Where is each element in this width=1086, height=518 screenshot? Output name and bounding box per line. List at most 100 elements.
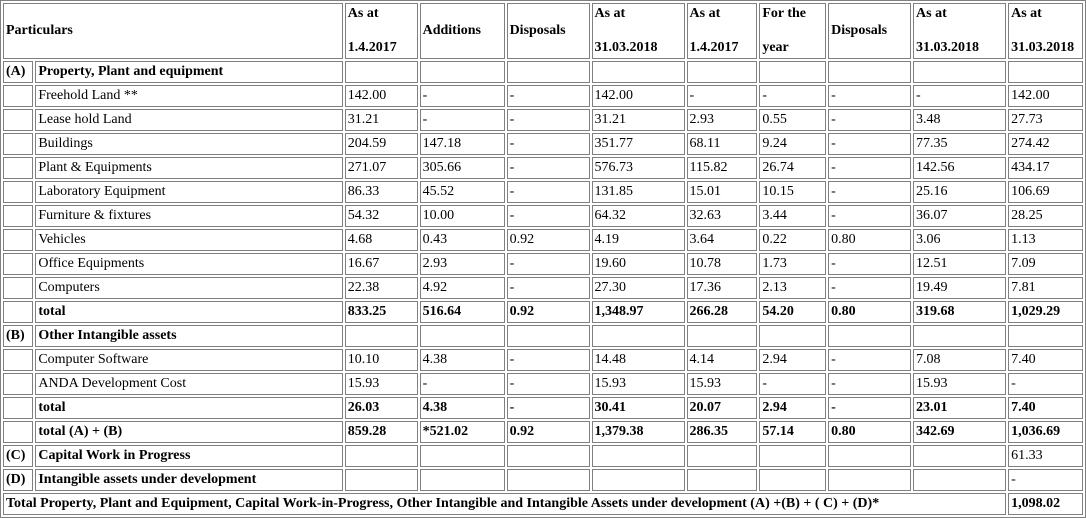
value-cell: 19.60 <box>591 253 685 275</box>
table-row: Laboratory Equipment 86.33 45.52-131.85 15.… <box>3 181 1083 203</box>
empty-cell <box>506 445 590 467</box>
empty-cell <box>828 61 912 83</box>
value-cell: 26.74 <box>759 157 827 179</box>
header-opening-gross: As at 1.4.2017 <box>344 3 418 59</box>
value-cell: 7.81 <box>1008 277 1083 299</box>
value-cell: - <box>759 373 827 395</box>
header-label: 31.03.2018 <box>594 40 658 55</box>
section-code: (C) <box>3 445 34 467</box>
value-cell: 131.85 <box>591 181 685 203</box>
value-cell: 0.80 <box>828 229 912 251</box>
value-cell: 0.55 <box>759 109 827 131</box>
total-ab-row: total (A) + (B) 859.28 *521.02 0.92 1,379.38… <box>3 421 1083 443</box>
value-cell: - <box>828 157 912 179</box>
value-cell: 0.22 <box>759 229 827 251</box>
value-cell: 516.64 <box>419 301 505 323</box>
value-cell: 27.30 <box>591 277 685 299</box>
value-cell: - <box>506 349 590 371</box>
value-cell: 10.15 <box>759 181 827 203</box>
header-label: 1.4.2017 <box>689 40 739 55</box>
value-cell: 4.19 <box>591 229 685 251</box>
value-cell: - <box>506 205 590 227</box>
row-label: ANDA Development Cost <box>35 373 343 395</box>
value-cell: - <box>506 85 590 107</box>
section-d-row: (D) Intangible assets under development - <box>3 469 1083 491</box>
value-cell: 142.56 <box>913 157 1007 179</box>
value-cell: 2.13 <box>759 277 827 299</box>
value-cell: 3.64 <box>686 229 758 251</box>
value-cell: 7.40 <box>1008 397 1083 419</box>
value-cell: 26.03 <box>344 397 418 419</box>
value-cell: 10.78 <box>686 253 758 275</box>
indent-cell <box>3 85 34 107</box>
header-label: Additions <box>422 23 481 38</box>
section-title: Property, Plant and equipment <box>35 61 343 83</box>
indent-cell <box>3 373 34 395</box>
section-code: (A) <box>3 61 34 83</box>
value-cell: 4.68 <box>344 229 418 251</box>
grand-total-value: 1,098.02 <box>1008 493 1083 515</box>
header-additions: Additions <box>419 3 505 59</box>
empty-cell <box>686 469 758 491</box>
value-cell: 1,036.69 <box>1008 421 1083 443</box>
empty-cell <box>759 61 827 83</box>
header-label: Disposals <box>509 23 566 38</box>
empty-cell <box>759 325 827 347</box>
value-cell: 0.80 <box>828 421 912 443</box>
value-cell: 0.80 <box>828 301 912 323</box>
value-cell: 54.32 <box>344 205 418 227</box>
value-cell: - <box>506 397 590 419</box>
value-cell: - <box>759 85 827 107</box>
empty-cell <box>591 445 685 467</box>
empty-cell <box>913 61 1007 83</box>
value-cell: 204.59 <box>344 133 418 155</box>
value-cell: 7.08 <box>913 349 1007 371</box>
value-cell: 20.07 <box>686 397 758 419</box>
header-particulars-label: Particulars <box>6 23 73 38</box>
value-cell: - <box>913 85 1007 107</box>
value-cell: 4.14 <box>686 349 758 371</box>
header-label: year <box>762 40 789 55</box>
header-label: 31.03.2018 <box>1011 40 1075 55</box>
grand-total-row: Total Property, Plant and Equipment, Cap… <box>3 493 1083 515</box>
value-cell: - <box>506 253 590 275</box>
empty-cell <box>506 325 590 347</box>
value-cell: 286.35 <box>686 421 758 443</box>
table-row: Lease hold Land 31.21- -31.21 2.93 0.55-3.48… <box>3 109 1083 131</box>
value-cell: - <box>828 181 912 203</box>
indent-cell <box>3 133 34 155</box>
row-label: Buildings <box>35 133 343 155</box>
value-cell: - <box>828 133 912 155</box>
empty-cell <box>506 469 590 491</box>
value-cell: 27.73 <box>1008 109 1083 131</box>
value-cell: 31.21 <box>591 109 685 131</box>
value-cell: 1.13 <box>1008 229 1083 251</box>
value-cell: 2.94 <box>759 349 827 371</box>
indent-cell <box>3 109 34 131</box>
indent-cell <box>3 253 34 275</box>
row-label: total <box>35 397 343 419</box>
value-cell: 434.17 <box>1008 157 1083 179</box>
value-cell: 17.36 <box>686 277 758 299</box>
value-cell: - <box>506 157 590 179</box>
value-cell: 4.38 <box>419 349 505 371</box>
header-net-block: As at 31.03.2018 <box>1008 3 1083 59</box>
value-cell: *521.02 <box>419 421 505 443</box>
header-label: As at <box>689 6 721 21</box>
value-cell: 142.00 <box>591 85 685 107</box>
table-row: Computers 22.38 4.92-27.30 17.36 2.13-19.49 7… <box>3 277 1083 299</box>
header-row: Particulars As at 1.4.2017 Additions Disp… <box>3 3 1083 59</box>
header-label: As at <box>594 6 626 21</box>
section-a-row: (A) Property, Plant and equipment <box>3 61 1083 83</box>
header-label: For the <box>762 6 807 21</box>
header-closing-depreciation: As at 31.03.2018 <box>913 3 1007 59</box>
value-cell: 3.48 <box>913 109 1007 131</box>
total-a-row: total 833.25 516.64 0.92 1,348.97 266.28 54.20… <box>3 301 1083 323</box>
value-cell: 30.41 <box>591 397 685 419</box>
header-label: 31.03.2018 <box>916 40 980 55</box>
value-cell: 1.73 <box>759 253 827 275</box>
value-cell: 147.18 <box>419 133 505 155</box>
indent-cell <box>3 397 34 419</box>
row-label: Computer Software <box>35 349 343 371</box>
value-cell: 12.51 <box>913 253 1007 275</box>
